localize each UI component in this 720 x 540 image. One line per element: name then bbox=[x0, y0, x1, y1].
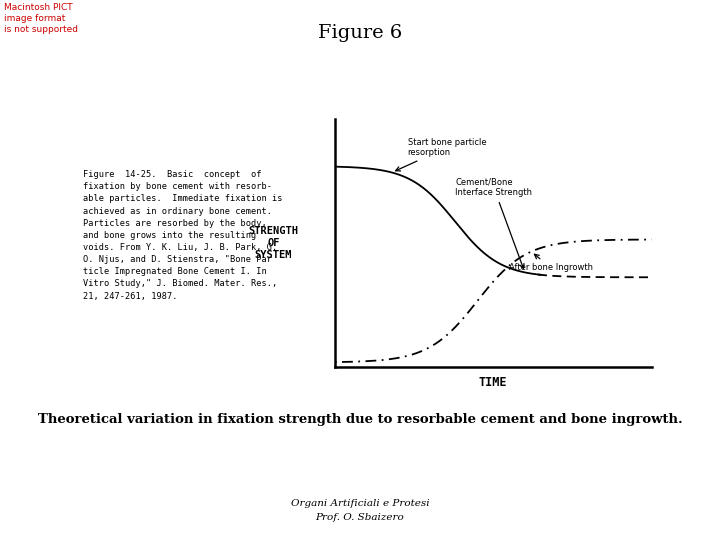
Text: Theoretical variation in fixation strength due to resorbable cement and bone ing: Theoretical variation in fixation streng… bbox=[37, 413, 683, 426]
Text: Figure 6: Figure 6 bbox=[318, 24, 402, 42]
X-axis label: TIME: TIME bbox=[479, 375, 508, 389]
Text: Macintosh PICT
image format
is not supported: Macintosh PICT image format is not suppo… bbox=[4, 3, 78, 34]
Text: Organi Artificiali e Protesi
Prof. O. Sbaizero: Organi Artificiali e Protesi Prof. O. Sb… bbox=[291, 500, 429, 522]
Text: Figure  14-25.  Basic  concept  of
fixation by bone cement with resorb-
able par: Figure 14-25. Basic concept of fixation … bbox=[83, 170, 282, 301]
Text: After bone Ingrowth: After bone Ingrowth bbox=[509, 254, 593, 272]
Text: STRENGTH
OF
SYSTEM: STRENGTH OF SYSTEM bbox=[248, 226, 299, 260]
Text: Start bone particle
resorption: Start bone particle resorption bbox=[395, 138, 486, 171]
Text: Cement/Bone
Interface Strength: Cement/Bone Interface Strength bbox=[455, 178, 532, 268]
